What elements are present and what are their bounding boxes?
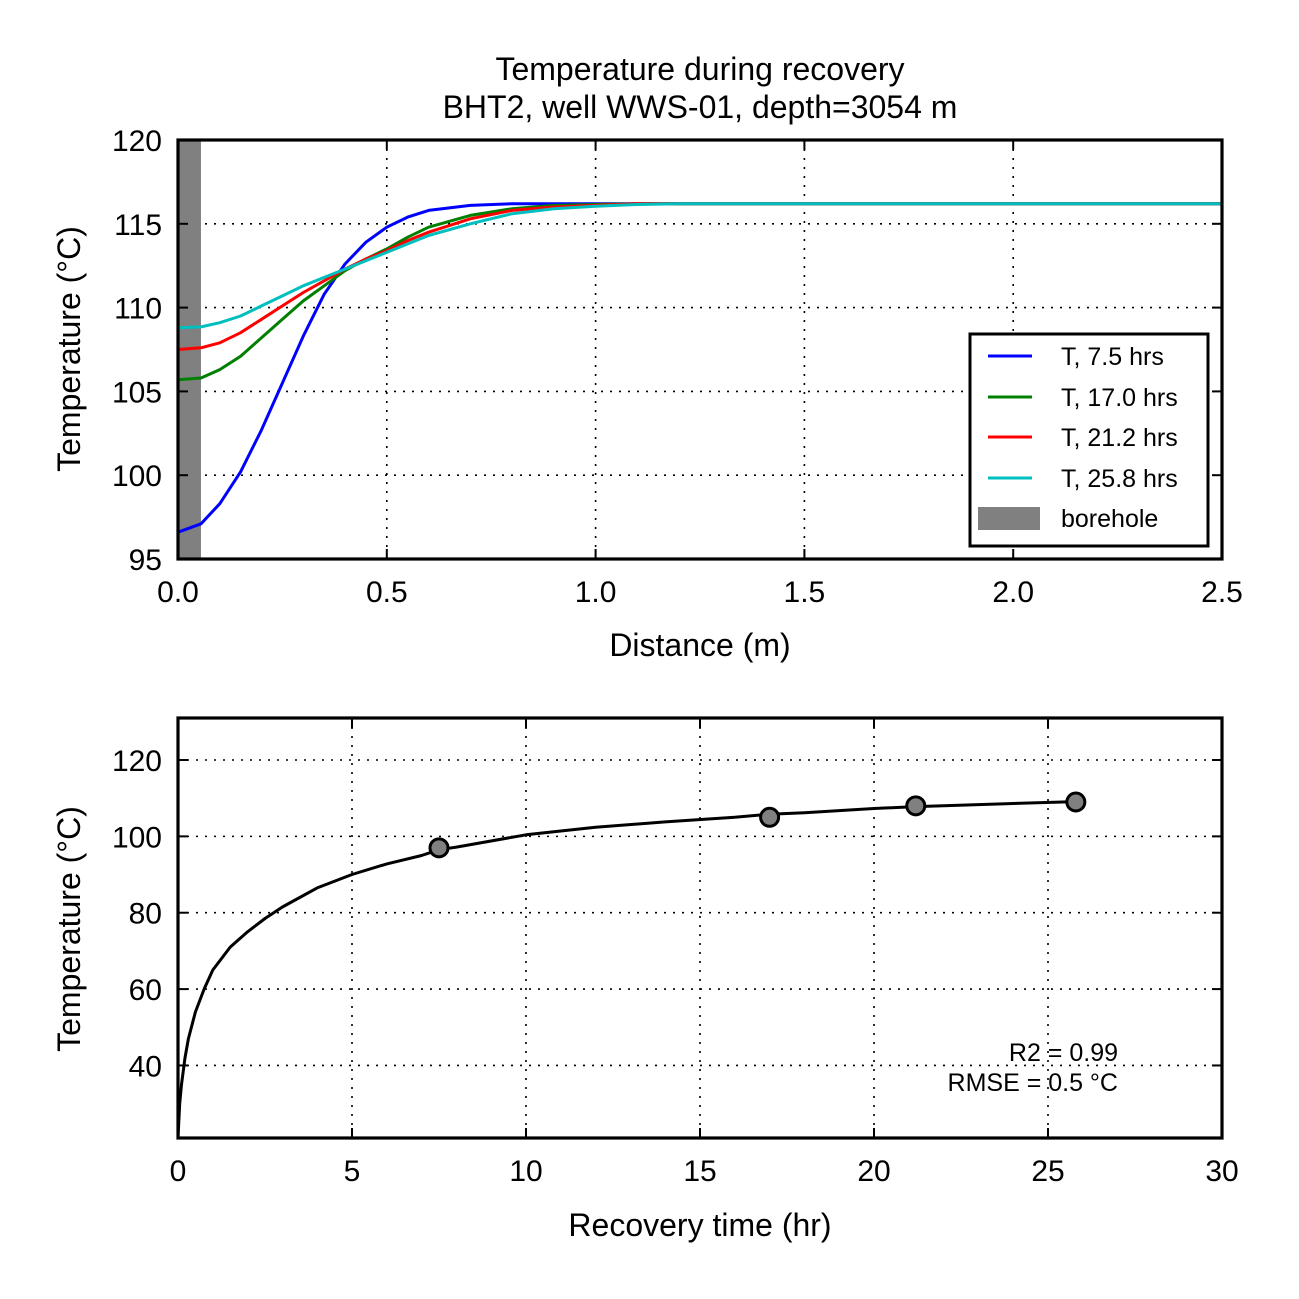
data-point — [428, 837, 450, 859]
rmse-annotation: RMSE = 0.5 °C — [948, 1069, 1118, 1097]
legend-entry: T, 17.0 hrs — [1061, 384, 1178, 412]
x-tick-label: 1.0 — [575, 576, 617, 609]
y-tick-label: 60 — [129, 974, 162, 1007]
plot-frame — [176, 716, 1224, 1140]
y-tick-label: 95 — [129, 544, 162, 577]
x-tick-label: 0 — [170, 1155, 187, 1188]
x-tick-label: 2.0 — [992, 576, 1034, 609]
data-point — [759, 806, 781, 828]
y-tick-label: 40 — [129, 1050, 162, 1083]
legend-entry: T, 21.2 hrs — [1061, 424, 1178, 452]
legend-entry: borehole — [1061, 505, 1158, 533]
fit-curve — [176, 800, 1076, 1139]
legend: T, 7.5 hrs T, 17.0 hrs T, 21.2 hrs T, 25… — [968, 332, 1210, 548]
x-tick-label: 1.5 — [784, 576, 826, 609]
y-tick-label: 110 — [114, 293, 162, 326]
data-point — [905, 795, 927, 817]
x-tick-label: 25 — [1031, 1155, 1064, 1188]
x-tick-label: 15 — [683, 1155, 716, 1188]
x-tick-label: 0.0 — [157, 576, 199, 609]
chart-title: Temperature during recovery — [495, 51, 904, 87]
x-tick-label: 10 — [509, 1155, 542, 1188]
x-tick-label: 30 — [1205, 1155, 1238, 1188]
y-tick-label: 100 — [112, 460, 162, 493]
y-tick-label: 105 — [112, 376, 162, 409]
x-tick-label: 0.5 — [366, 576, 408, 609]
y-tick-label: 80 — [129, 898, 162, 931]
y-tick-label: 115 — [114, 209, 162, 242]
legend-swatch-borehole — [978, 507, 1040, 530]
y-tick-label: 120 — [112, 125, 162, 158]
y-tick-label: 120 — [112, 745, 162, 778]
r2-annotation: R2 = 0.99 — [1009, 1039, 1118, 1067]
legend-entry: T, 7.5 hrs — [1061, 343, 1164, 371]
x-axis-label: Recovery time (hr) — [568, 1207, 831, 1243]
y-axis-label: Temperature (°C) — [51, 806, 87, 1052]
y-axis-label: Temperature (°C) — [51, 226, 87, 472]
data-point — [1065, 791, 1087, 813]
x-tick-label: 2.5 — [1201, 576, 1243, 609]
series-line-3 — [177, 202, 1222, 330]
chart-subtitle: BHT2, well WWS-01, depth=3054 m — [443, 89, 958, 125]
recovery-time-chart: 0 5 10 15 20 25 30 40 60 80 100 120 Recovery time … — [51, 716, 1239, 1243]
temperature-profile-chart: Temperature during recovery BHT2, well W… — [51, 51, 1243, 663]
plot-frame — [176, 138, 1224, 561]
legend-entry: T, 25.8 hrs — [1061, 465, 1178, 493]
x-tick-label: 20 — [857, 1155, 890, 1188]
y-tick-label: 100 — [112, 821, 162, 854]
x-axis-label: Distance (m) — [609, 627, 790, 663]
x-tick-label: 5 — [344, 1155, 361, 1188]
